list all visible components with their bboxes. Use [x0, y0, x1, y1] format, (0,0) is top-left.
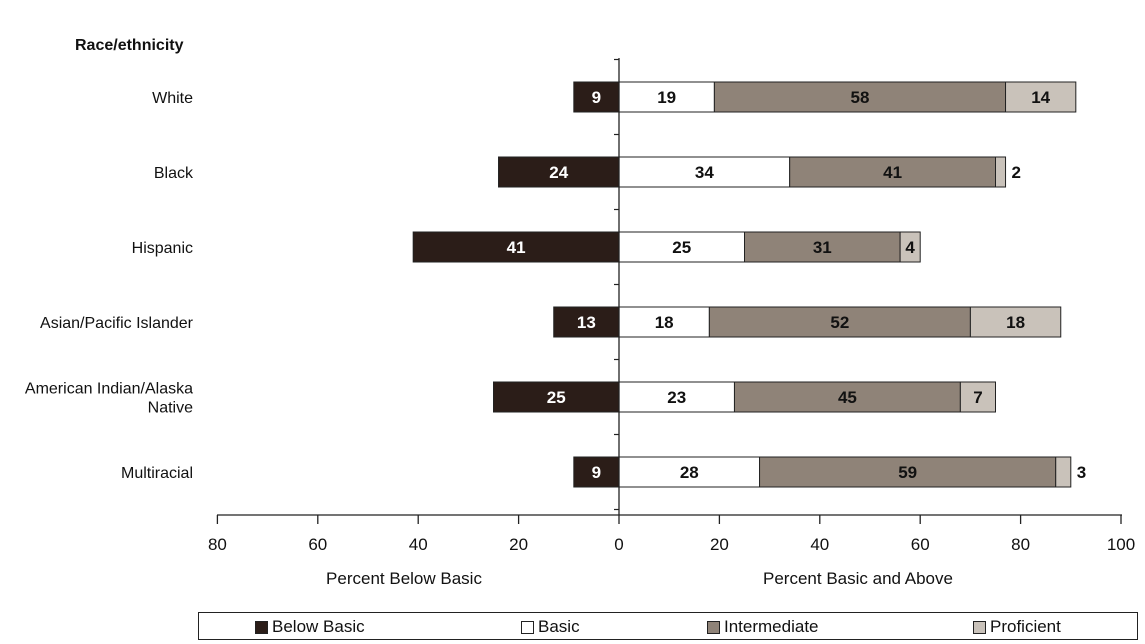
x-tick-label-left-80: 80 — [208, 535, 227, 554]
bar-below-basic-american-indian-alaska-native — [493, 381, 620, 413]
value-label-basic-black: 34 — [695, 163, 714, 182]
bar-below-basic-black — [498, 156, 620, 188]
bar-proficient-black — [995, 156, 1007, 188]
legend-label-proficient: Proficient — [990, 617, 1061, 636]
value-label-below-basic-american-indian-alaska-native: 25 — [547, 388, 566, 407]
bar-basic-asian-pacific-islander — [618, 306, 710, 338]
bar-below-basic-multiracial — [573, 456, 620, 488]
value-label-below-basic-hispanic: 41 — [507, 238, 526, 257]
x-tick-label-right-80: 80 — [1011, 535, 1030, 554]
value-label-proficient-asian-pacific-islander: 18 — [1006, 313, 1025, 332]
bar-proficient-american-indian-alaska-native — [959, 381, 996, 413]
bar-proficient-white — [1005, 81, 1077, 113]
bar-basic-american-indian-alaska-native — [618, 381, 735, 413]
x-tick-label-right-100: 100 — [1107, 535, 1135, 554]
value-label-intermediate-hispanic: 31 — [813, 238, 832, 257]
value-label-basic-asian-pacific-islander: 18 — [655, 313, 674, 332]
x-tick-label-left-40: 40 — [409, 535, 428, 554]
bar-intermediate-asian-pacific-islander — [708, 306, 971, 338]
x-axis: 80 60 40 20 0 20 40 60 80 100 — [208, 58, 1135, 554]
bars-layer: White 9 19 58 14 Black 24 34 41 2 Hispanic 41 25 31 4 A… — [25, 81, 1086, 488]
x-tick-label-left-60: 60 — [308, 535, 327, 554]
value-label-proficient-multiracial: 3 — [1077, 463, 1086, 482]
category-label-hispanic: Hispanic — [132, 240, 193, 257]
bar-below-basic-asian-pacific-islander — [553, 306, 620, 338]
bar-intermediate-hispanic — [744, 231, 901, 263]
value-label-below-basic-multiracial: 9 — [592, 463, 601, 482]
legend-item-intermediate: Intermediate — [707, 617, 819, 637]
bar-basic-white — [618, 81, 715, 113]
bar-below-basic-hispanic — [412, 231, 620, 263]
category-label-american-indian-alaska-native: American Indian/Alaska Native — [25, 381, 193, 417]
value-label-proficient-hispanic: 4 — [905, 238, 915, 257]
value-label-below-basic-white: 9 — [592, 88, 601, 107]
value-label-proficient-american-indian-alaska-native: 7 — [973, 388, 982, 407]
category-label-white: White — [152, 90, 193, 107]
bar-below-basic-white — [573, 81, 620, 113]
x-tick-label-right-20: 20 — [710, 535, 729, 554]
value-label-intermediate-white: 58 — [850, 88, 869, 107]
category-group-title: Race/ethnicity — [75, 37, 184, 54]
legend-label-intermediate: Intermediate — [724, 617, 819, 636]
value-label-intermediate-multiracial: 59 — [898, 463, 917, 482]
value-label-intermediate-black: 41 — [883, 163, 902, 182]
bar-intermediate-white — [713, 81, 1007, 113]
x-tick-label-left-20: 20 — [509, 535, 528, 554]
value-label-below-basic-black: 24 — [549, 163, 568, 182]
legend-label-basic: Basic — [538, 617, 580, 636]
value-label-below-basic-asian-pacific-islander: 13 — [577, 313, 596, 332]
legend-item-below-basic: Below Basic — [255, 617, 365, 637]
value-label-basic-white: 19 — [657, 88, 676, 107]
x-tick-label-right-40: 40 — [810, 535, 829, 554]
category-label-black: Black — [154, 165, 194, 182]
value-label-basic-multiracial: 28 — [680, 463, 699, 482]
legend-label-below-basic: Below Basic — [272, 617, 365, 636]
category-label-asian-pacific-islander: Asian/Pacific Islander — [40, 315, 194, 332]
bar-intermediate-black — [789, 156, 996, 188]
legend-swatch-below-basic — [255, 620, 268, 634]
x-axis-label-right: Percent Basic and Above — [763, 569, 953, 588]
value-label-proficient-black: 2 — [1012, 163, 1021, 182]
bar-proficient-hispanic — [899, 231, 921, 263]
legend: Below Basic Basic Intermediate Proficien… — [198, 612, 1138, 640]
legend-swatch-basic — [521, 620, 534, 634]
bar-proficient-multiracial — [1055, 456, 1072, 488]
legend-item-basic: Basic — [521, 617, 580, 637]
legend-swatch-intermediate — [707, 620, 720, 634]
category-label-multiracial: Multiracial — [121, 465, 193, 482]
value-label-basic-american-indian-alaska-native: 23 — [667, 388, 686, 407]
x-tick-label-left-0: 0 — [614, 535, 623, 554]
value-label-proficient-white: 14 — [1031, 88, 1050, 107]
value-label-basic-hispanic: 25 — [672, 238, 691, 257]
x-axis-label-left: Percent Below Basic — [326, 569, 482, 588]
value-label-intermediate-american-indian-alaska-native: 45 — [838, 388, 857, 407]
bar-intermediate-american-indian-alaska-native — [733, 381, 961, 413]
legend-swatch-proficient — [973, 620, 986, 634]
legend-item-proficient: Proficient — [973, 617, 1061, 637]
value-label-intermediate-asian-pacific-islander: 52 — [830, 313, 849, 332]
x-tick-label-right-60: 60 — [911, 535, 930, 554]
bar-proficient-asian-pacific-islander — [969, 306, 1062, 338]
bar-intermediate-multiracial — [759, 456, 1057, 488]
